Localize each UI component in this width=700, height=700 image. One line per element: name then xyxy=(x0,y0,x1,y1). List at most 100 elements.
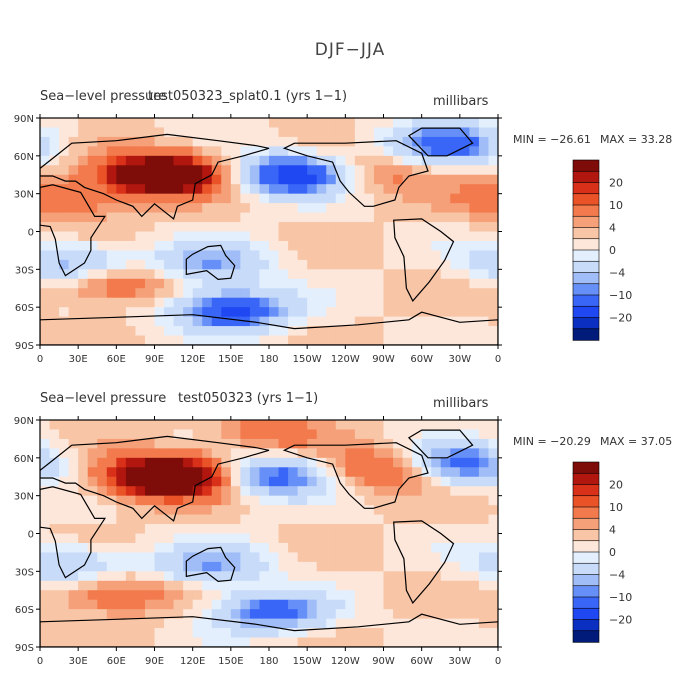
field-cell xyxy=(116,514,127,525)
field-cell xyxy=(240,637,251,647)
field-cell xyxy=(354,505,366,516)
field-cell xyxy=(49,580,60,591)
panel-1-max: MAX = 33.28 xyxy=(600,133,673,146)
field-cell xyxy=(478,457,490,468)
field-cell xyxy=(278,561,289,572)
field-cell xyxy=(125,476,137,487)
field-cell xyxy=(164,514,175,525)
field-cell xyxy=(97,127,108,138)
field-cell xyxy=(354,269,366,280)
field-cell xyxy=(240,590,251,601)
field-cell xyxy=(459,269,470,280)
field-cell xyxy=(345,448,356,459)
field-cell xyxy=(469,193,480,204)
field-cell xyxy=(364,146,375,157)
field-cell xyxy=(478,269,490,280)
field-cell xyxy=(335,307,346,318)
field-cell xyxy=(288,599,299,610)
field-cell xyxy=(230,420,241,431)
field-cell xyxy=(478,231,490,242)
field-cell xyxy=(106,524,117,535)
field-cell xyxy=(402,240,413,252)
field-cell xyxy=(154,533,165,544)
field-cell xyxy=(345,618,356,629)
field-cell xyxy=(450,580,461,591)
lat-label: 30S xyxy=(15,265,34,276)
field-cell xyxy=(488,524,498,535)
field-cell xyxy=(40,155,51,166)
field-cell xyxy=(440,250,451,261)
field-cell xyxy=(259,136,270,147)
field-cell xyxy=(240,316,251,327)
field-cell xyxy=(97,609,108,620)
field-cell xyxy=(116,174,127,185)
coastline xyxy=(407,429,474,459)
field-cell xyxy=(326,505,337,516)
field-cell xyxy=(354,486,366,497)
field-cell xyxy=(316,618,327,629)
field-cell xyxy=(440,571,451,582)
colorbar-2-swatch xyxy=(572,619,600,632)
field-cell xyxy=(288,457,299,468)
field-cell xyxy=(326,127,337,138)
field-cell xyxy=(49,250,60,261)
field-cell xyxy=(431,524,442,535)
field-cell xyxy=(173,590,184,601)
field-cell xyxy=(240,420,251,431)
field-cell xyxy=(335,127,346,138)
field-cell xyxy=(440,316,451,327)
field-cell xyxy=(488,533,498,544)
field-cell xyxy=(478,524,490,535)
field-cell xyxy=(431,193,442,204)
lon-label: 120E xyxy=(180,354,205,365)
field-cell xyxy=(135,203,146,214)
field-cell xyxy=(345,628,356,639)
field-cell xyxy=(421,552,432,563)
field-cell xyxy=(221,146,232,157)
lat-label: 60S xyxy=(15,303,34,314)
field-cell xyxy=(154,165,165,176)
field-cell xyxy=(440,335,451,345)
field-cell xyxy=(259,580,270,591)
field-cell xyxy=(249,155,261,166)
field-cell xyxy=(183,524,194,535)
field-cell xyxy=(106,136,117,147)
field-cell xyxy=(97,637,108,647)
field-cell xyxy=(78,486,89,497)
lat-label: 0 xyxy=(28,228,34,239)
field-cell xyxy=(364,429,375,440)
field-cell xyxy=(469,429,480,440)
field-cell xyxy=(164,571,175,582)
field-cell xyxy=(154,486,165,497)
field-cell xyxy=(278,174,289,185)
field-cell xyxy=(97,326,108,337)
field-cell xyxy=(383,524,394,535)
field-cell xyxy=(278,542,289,554)
field-cell xyxy=(393,552,404,563)
field-cell xyxy=(402,476,413,487)
field-cell xyxy=(307,618,318,629)
field-cell xyxy=(221,561,232,572)
field-cell xyxy=(269,467,280,478)
field-cell xyxy=(278,250,289,261)
field-cell xyxy=(221,118,232,129)
field-cell xyxy=(68,429,79,440)
field-cell xyxy=(116,599,127,610)
field-cell xyxy=(288,288,299,299)
field-cell xyxy=(183,495,194,506)
field-cell xyxy=(49,335,60,345)
field-cell xyxy=(106,288,117,299)
field-cell xyxy=(431,514,442,525)
field-cell xyxy=(345,571,356,582)
field-cell xyxy=(144,580,156,591)
field-cell xyxy=(211,571,222,582)
field-cell xyxy=(249,259,261,270)
field-cell xyxy=(125,155,137,166)
field-cell xyxy=(326,250,337,261)
field-cell xyxy=(154,628,165,639)
field-cell xyxy=(450,240,461,252)
field-cell xyxy=(68,146,79,157)
field-cell xyxy=(373,429,385,440)
field-cell xyxy=(135,505,146,516)
field-cell xyxy=(49,618,60,629)
